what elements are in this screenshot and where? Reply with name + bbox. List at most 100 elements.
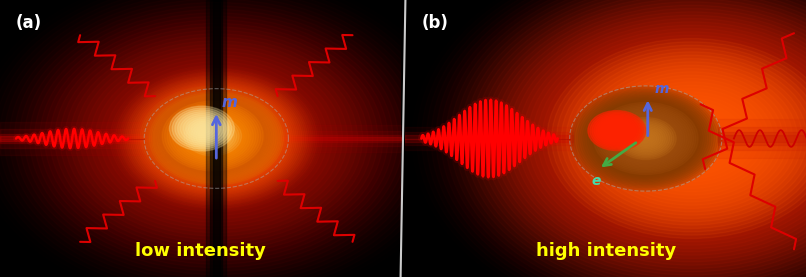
Circle shape — [191, 121, 213, 136]
Circle shape — [551, 42, 806, 235]
Circle shape — [470, 0, 806, 277]
Circle shape — [499, 5, 806, 272]
Circle shape — [151, 93, 282, 184]
Circle shape — [174, 109, 251, 163]
Circle shape — [177, 112, 226, 145]
Circle shape — [131, 79, 302, 198]
Circle shape — [592, 101, 700, 176]
Circle shape — [194, 123, 239, 154]
Circle shape — [579, 92, 713, 185]
Circle shape — [609, 82, 774, 195]
Circle shape — [110, 65, 322, 212]
Circle shape — [186, 118, 239, 154]
Circle shape — [164, 102, 268, 175]
Circle shape — [588, 111, 646, 151]
Circle shape — [156, 97, 276, 180]
Circle shape — [630, 128, 661, 149]
Circle shape — [179, 113, 247, 159]
Circle shape — [571, 87, 720, 190]
Circle shape — [594, 115, 640, 146]
Circle shape — [126, 76, 307, 201]
Circle shape — [197, 126, 235, 151]
Circle shape — [489, 0, 806, 277]
Circle shape — [172, 107, 261, 170]
Circle shape — [106, 62, 327, 215]
Circle shape — [181, 114, 223, 143]
Circle shape — [682, 132, 701, 145]
Circle shape — [566, 52, 806, 225]
Circle shape — [185, 117, 248, 160]
Circle shape — [639, 134, 652, 143]
Circle shape — [537, 32, 806, 245]
Circle shape — [598, 118, 635, 143]
Circle shape — [206, 131, 220, 141]
Circle shape — [585, 65, 797, 212]
Circle shape — [629, 127, 663, 150]
Circle shape — [153, 95, 280, 182]
Circle shape — [44, 20, 388, 257]
Circle shape — [186, 118, 246, 159]
Circle shape — [50, 23, 383, 254]
Circle shape — [590, 68, 792, 209]
Circle shape — [65, 34, 368, 243]
Circle shape — [528, 25, 806, 252]
Circle shape — [135, 82, 298, 195]
Circle shape — [518, 19, 806, 258]
Text: (a): (a) — [16, 14, 42, 32]
Circle shape — [127, 77, 305, 200]
Circle shape — [132, 81, 300, 196]
Circle shape — [590, 112, 644, 149]
Circle shape — [523, 22, 806, 255]
Circle shape — [475, 0, 806, 277]
Circle shape — [155, 96, 270, 176]
Circle shape — [484, 0, 806, 277]
Circle shape — [160, 99, 266, 173]
Circle shape — [191, 121, 235, 151]
Circle shape — [619, 88, 764, 188]
Circle shape — [600, 75, 783, 202]
Circle shape — [170, 106, 263, 171]
Circle shape — [202, 128, 231, 149]
Circle shape — [613, 128, 621, 134]
Circle shape — [604, 122, 629, 139]
Circle shape — [609, 125, 625, 136]
Circle shape — [192, 122, 240, 155]
Circle shape — [633, 129, 659, 148]
Circle shape — [166, 104, 267, 173]
Text: low intensity: low intensity — [135, 242, 266, 260]
Circle shape — [167, 104, 259, 168]
Circle shape — [206, 132, 226, 145]
Circle shape — [120, 72, 312, 205]
Circle shape — [609, 113, 683, 164]
Circle shape — [570, 86, 722, 191]
Circle shape — [561, 48, 806, 229]
Circle shape — [196, 124, 230, 148]
Text: (b): (b) — [422, 14, 448, 32]
Circle shape — [596, 104, 696, 173]
Circle shape — [129, 78, 304, 199]
Circle shape — [595, 72, 787, 205]
Circle shape — [80, 44, 352, 233]
Text: e: e — [592, 174, 601, 188]
Circle shape — [164, 103, 261, 169]
Circle shape — [140, 86, 292, 191]
Circle shape — [583, 95, 708, 182]
Circle shape — [208, 133, 218, 139]
Circle shape — [635, 131, 657, 146]
Circle shape — [173, 109, 260, 168]
Circle shape — [504, 9, 806, 268]
Circle shape — [136, 83, 297, 194]
Circle shape — [90, 51, 343, 226]
Circle shape — [150, 93, 275, 179]
Circle shape — [172, 108, 254, 164]
Circle shape — [179, 113, 254, 164]
Circle shape — [615, 117, 676, 160]
Circle shape — [513, 15, 806, 262]
Circle shape — [171, 107, 262, 170]
Circle shape — [201, 128, 225, 144]
Circle shape — [55, 27, 378, 250]
Circle shape — [643, 105, 740, 172]
Circle shape — [95, 55, 338, 222]
Circle shape — [480, 0, 806, 277]
Circle shape — [186, 117, 247, 160]
